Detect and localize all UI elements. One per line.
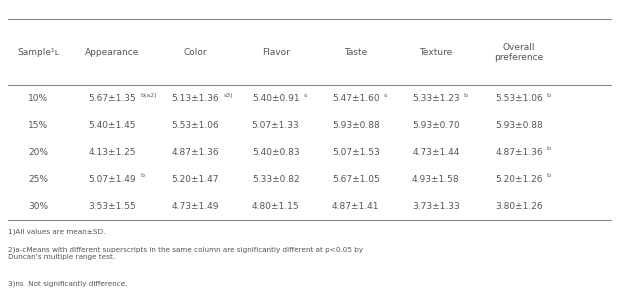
Text: 5.53±1.06: 5.53±1.06 <box>171 121 219 130</box>
Text: 4.87±1.36: 4.87±1.36 <box>495 148 543 157</box>
Text: 10%: 10% <box>28 94 48 103</box>
Text: 5.93±0.70: 5.93±0.70 <box>412 121 460 130</box>
Text: 25%: 25% <box>28 175 48 184</box>
Text: 4.80±1.15: 4.80±1.15 <box>252 202 300 211</box>
Text: Appearance: Appearance <box>85 48 139 57</box>
Text: 20%: 20% <box>28 148 48 157</box>
Text: 4.93±1.58: 4.93±1.58 <box>412 175 460 184</box>
Text: 5.07±1.53: 5.07±1.53 <box>332 148 379 157</box>
Text: Texture: Texture <box>419 48 452 57</box>
Text: 5.47±1.60: 5.47±1.60 <box>332 94 379 103</box>
Text: s3): s3) <box>223 92 233 98</box>
Text: 5.40±0.83: 5.40±0.83 <box>252 148 300 157</box>
Text: Overall
preference: Overall preference <box>495 43 543 62</box>
Text: 4.13±1.25: 4.13±1.25 <box>89 148 136 157</box>
Text: Color: Color <box>184 48 207 57</box>
Text: b: b <box>547 173 551 178</box>
Text: 5.53±1.06: 5.53±1.06 <box>495 94 543 103</box>
Text: 3.73±1.33: 3.73±1.33 <box>412 202 460 211</box>
Text: 5.07±1.49: 5.07±1.49 <box>89 175 136 184</box>
Text: 5.20±1.26: 5.20±1.26 <box>495 175 543 184</box>
Text: 5.20±1.47: 5.20±1.47 <box>171 175 219 184</box>
Text: 4.87±1.41: 4.87±1.41 <box>332 202 379 211</box>
Text: 4.87±1.36: 4.87±1.36 <box>171 148 219 157</box>
Text: 4.73±1.49: 4.73±1.49 <box>171 202 219 211</box>
Text: b: b <box>464 92 467 98</box>
Text: Flavor: Flavor <box>262 48 290 57</box>
Text: 3.53±1.55: 3.53±1.55 <box>89 202 136 211</box>
Text: Taste: Taste <box>344 48 367 57</box>
Text: 30%: 30% <box>28 202 48 211</box>
Text: 5.33±1.23: 5.33±1.23 <box>412 94 460 103</box>
Text: b: b <box>547 92 551 98</box>
Text: 5.67±1.05: 5.67±1.05 <box>332 175 379 184</box>
Text: 3)ns  Not significantly difference.: 3)ns Not significantly difference. <box>7 281 127 288</box>
Text: 1)All values are mean±SD.: 1)All values are mean±SD. <box>7 229 105 235</box>
Text: 5.67±1.35: 5.67±1.35 <box>89 94 136 103</box>
Text: s: s <box>383 92 387 98</box>
Text: 15%: 15% <box>28 121 48 130</box>
Text: b(a2): b(a2) <box>140 92 157 98</box>
Text: 5.13±1.36: 5.13±1.36 <box>171 94 219 103</box>
Text: 5.33±0.82: 5.33±0.82 <box>252 175 300 184</box>
Text: 5.93±0.88: 5.93±0.88 <box>495 121 543 130</box>
Text: s: s <box>303 92 306 98</box>
Text: 5.40±1.45: 5.40±1.45 <box>89 121 136 130</box>
Text: 3.80±1.26: 3.80±1.26 <box>495 202 543 211</box>
Text: b: b <box>140 173 144 178</box>
Text: Sample¹ʟ: Sample¹ʟ <box>17 48 59 57</box>
Text: 5.40±0.91: 5.40±0.91 <box>252 94 300 103</box>
Text: 4.73±1.44: 4.73±1.44 <box>412 148 459 157</box>
Text: 5.93±0.88: 5.93±0.88 <box>332 121 379 130</box>
Text: 5.07±1.33: 5.07±1.33 <box>252 121 300 130</box>
Text: b: b <box>547 146 551 151</box>
Text: 2)a-cMeans with different superscripts in the same column are significantly diff: 2)a-cMeans with different superscripts i… <box>7 246 363 260</box>
